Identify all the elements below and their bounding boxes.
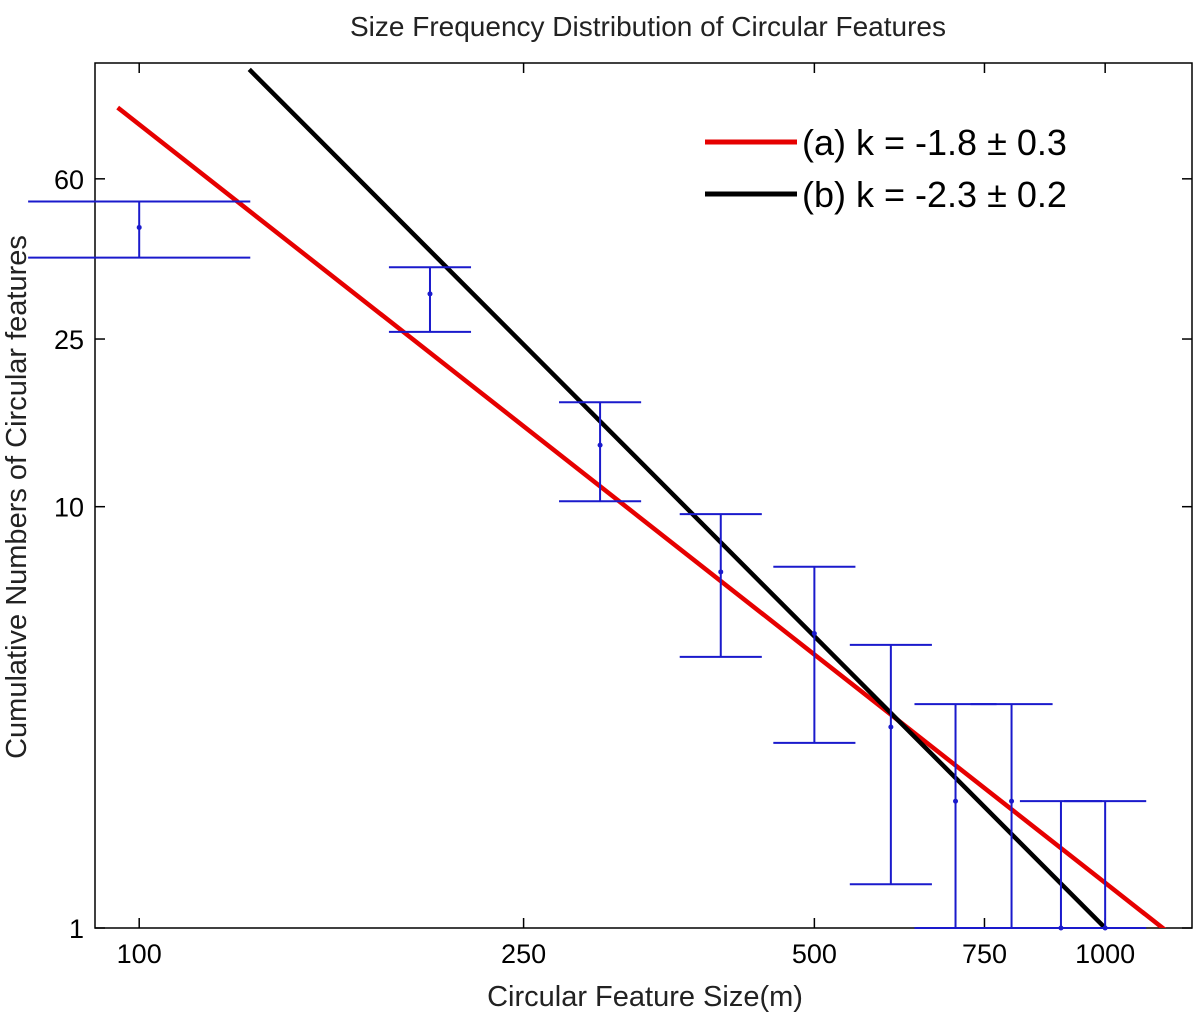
x-tick-label: 100 bbox=[117, 939, 162, 969]
data-point bbox=[1009, 798, 1015, 804]
data-point bbox=[1102, 925, 1108, 931]
data-point bbox=[811, 631, 817, 637]
fit-lines bbox=[116, 67, 1167, 928]
y-tick-label: 10 bbox=[54, 493, 84, 523]
data-point bbox=[953, 798, 959, 804]
x-tick-label: 250 bbox=[501, 939, 546, 969]
data-point bbox=[597, 442, 603, 448]
y-tick-label: 25 bbox=[54, 325, 84, 355]
y-tick-label: 1 bbox=[69, 914, 84, 944]
x-tick-label: 500 bbox=[792, 939, 837, 969]
fit-line-b bbox=[247, 67, 1107, 928]
data-point-group bbox=[559, 401, 642, 503]
legend: (a) k = -1.8 ± 0.3 (b) k = -2.3 ± 0.2 bbox=[705, 122, 1067, 215]
data-point-group bbox=[679, 513, 762, 658]
data-point-group bbox=[773, 565, 856, 744]
legend-label: (a) k = -1.8 ± 0.3 bbox=[802, 122, 1067, 163]
data-point-group bbox=[28, 200, 251, 259]
data-point bbox=[718, 569, 724, 575]
fit-line-a bbox=[116, 105, 1167, 928]
data-point-group bbox=[849, 643, 932, 886]
data-point bbox=[427, 291, 433, 297]
legend-label: (b) k = -2.3 ± 0.2 bbox=[802, 174, 1067, 215]
plot-area bbox=[28, 62, 1193, 931]
x-tick-label: 1000 bbox=[1075, 939, 1135, 969]
error-bars bbox=[28, 200, 1147, 931]
x-tick-label: 750 bbox=[962, 939, 1007, 969]
data-point bbox=[888, 724, 894, 730]
data-point-group bbox=[1064, 800, 1147, 931]
y-axis-label: Cumulative Numbers of Circular features bbox=[1, 235, 33, 759]
data-point bbox=[1058, 925, 1064, 931]
tick-labels: 100 250 500 750 1000 1 10 25 60 bbox=[54, 165, 1135, 969]
chart-title: Size Frequency Distribution of Circular … bbox=[350, 11, 946, 42]
data-point bbox=[136, 224, 142, 230]
x-axis-label: Circular Feature Size(m) bbox=[487, 981, 803, 1013]
plot-frame bbox=[94, 62, 1193, 929]
y-tick-label: 60 bbox=[54, 165, 84, 195]
data-point-group bbox=[388, 266, 472, 333]
